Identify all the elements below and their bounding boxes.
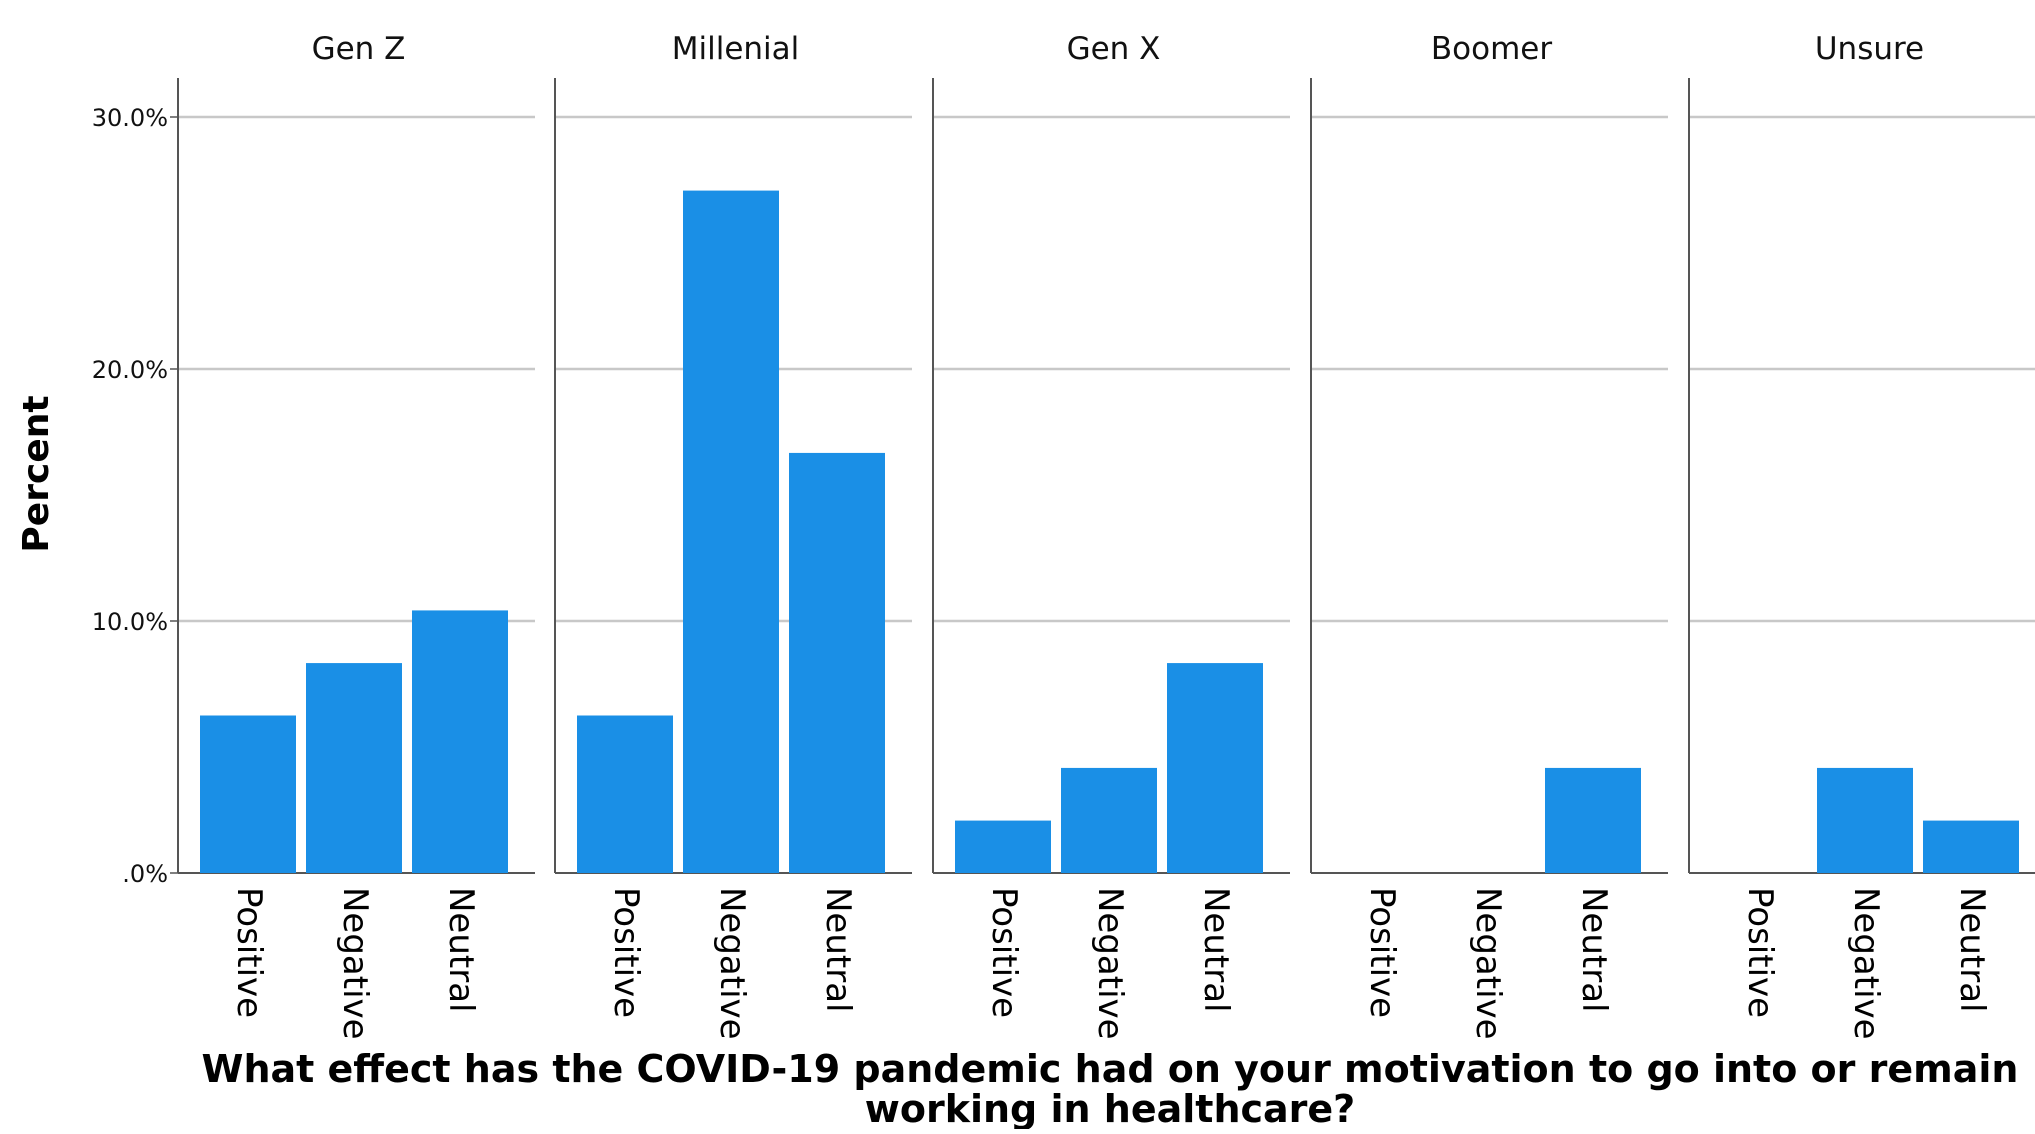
category-label-gen-x-positive: Positive: [984, 887, 1024, 1018]
category-label-millenial-negative: Negative: [712, 887, 752, 1040]
bar-millenial-neutral: [789, 452, 885, 873]
bar-millenial-positive: [577, 715, 673, 873]
bar-unsure-negative: [1817, 767, 1913, 873]
panel-title-boomer: Boomer: [1431, 31, 1552, 67]
category-label-gen-z-negative: Negative: [335, 887, 375, 1040]
category-label-boomer-neutral: Neutral: [1574, 887, 1614, 1013]
bar-gen-z-neutral: [412, 610, 508, 873]
category-label-gen-x-neutral: Neutral: [1196, 887, 1236, 1013]
x-axis-title-line-1: What effect has the COVID-19 pandemic ha…: [202, 1047, 2019, 1091]
bar-unsure-neutral: [1923, 820, 2019, 873]
category-label-boomer-negative: Negative: [1468, 887, 1508, 1040]
category-label-unsure-positive: Positive: [1740, 887, 1780, 1018]
bar-gen-z-negative: [306, 663, 402, 873]
bar-gen-z-positive: [200, 715, 296, 873]
category-label-unsure-neutral: Neutral: [1952, 887, 1992, 1013]
y-tick-label: 30.0%: [92, 104, 168, 132]
panel-title-gen-z: Gen Z: [312, 31, 406, 67]
panel-title-unsure: Unsure: [1815, 31, 1924, 67]
category-label-gen-x-negative: Negative: [1090, 887, 1130, 1040]
bar-gen-x-neutral: [1167, 663, 1263, 873]
y-tick-label: .0%: [122, 860, 168, 888]
category-label-millenial-neutral: Neutral: [818, 887, 858, 1013]
category-label-gen-z-neutral: Neutral: [441, 887, 481, 1013]
bar-gen-x-positive: [955, 820, 1051, 873]
bar-gen-x-negative: [1061, 767, 1157, 873]
panel-title-millenial: Millenial: [672, 31, 800, 67]
y-tick-label: 10.0%: [92, 608, 168, 636]
y-axis-title: Percent: [16, 395, 57, 552]
panel-title-gen-x: Gen X: [1067, 31, 1161, 67]
y-tick-label: 20.0%: [92, 356, 168, 384]
category-label-boomer-positive: Positive: [1362, 887, 1402, 1018]
category-label-unsure-negative: Negative: [1846, 887, 1886, 1040]
category-label-gen-z-positive: Positive: [229, 887, 269, 1018]
x-axis-title-line-2: working in healthcare?: [865, 1087, 1355, 1129]
category-label-millenial-positive: Positive: [606, 887, 646, 1018]
bar-millenial-negative: [683, 190, 779, 874]
bar-boomer-neutral: [1545, 767, 1641, 873]
